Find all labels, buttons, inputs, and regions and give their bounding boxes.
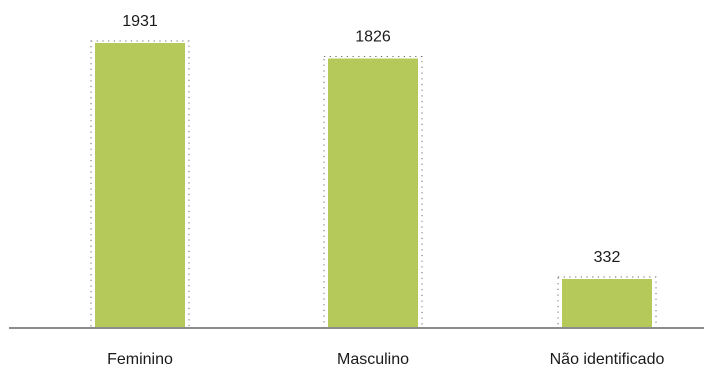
bar-nao-identificado (562, 278, 652, 328)
category-label-masculino: Masculino (337, 351, 409, 368)
data-label-masculino: 1826 (355, 28, 391, 45)
category-label-feminino: Feminino (107, 351, 173, 368)
bars-layer (95, 43, 652, 328)
data-label-feminino: 1931 (122, 13, 158, 30)
labels-layer: 1931 Feminino 1826 Masculino 332 Não identifi… (107, 13, 664, 368)
category-label-nao-identificado: Não identificado (550, 351, 665, 368)
selection-outline-masculino (323, 55, 423, 329)
bar-feminino (95, 43, 185, 328)
bar-masculino (328, 58, 418, 328)
data-label-nao-identificado: 332 (594, 249, 621, 266)
